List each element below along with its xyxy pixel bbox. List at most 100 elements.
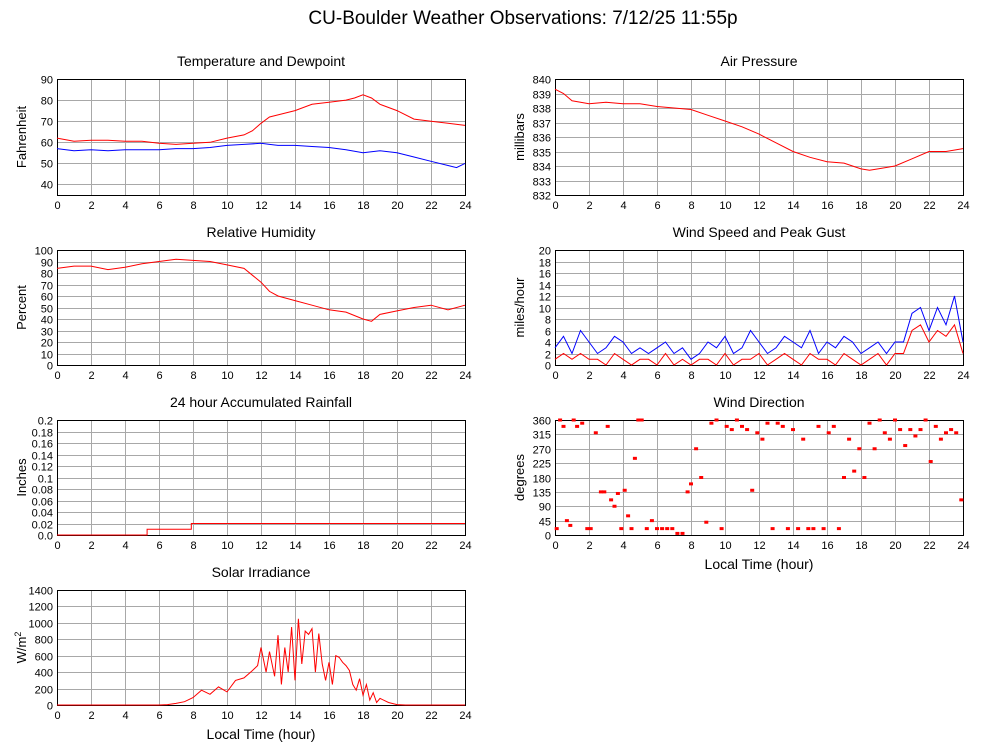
- solar-xtick-label: 6: [156, 710, 162, 722]
- solar-ylabel-superscript: 2: [13, 632, 23, 637]
- humidity-xtick-label: 4: [122, 370, 128, 382]
- temperature-xtick-label: 2: [88, 200, 94, 212]
- pressure-ytick-label: 840: [533, 75, 551, 87]
- rainfall-ytick-label: 0.16: [32, 439, 53, 451]
- wind-direction-point: [785, 527, 790, 531]
- solar-xtick-label: 4: [122, 710, 128, 722]
- wind-direction-point: [821, 527, 826, 531]
- solar-ytick-label: 1400: [29, 586, 53, 598]
- humidity-ytick-label: 70: [41, 281, 53, 293]
- wind-direction-point: [626, 514, 631, 518]
- wind-direction-xtick-label: 20: [889, 540, 901, 552]
- humidity-ytick-label: 10: [41, 350, 53, 362]
- wind-direction-point: [816, 424, 821, 428]
- wind-direction-plot-frame: [555, 420, 964, 536]
- wind-speed-title: Wind Speed and Peak Gust: [673, 224, 846, 240]
- pressure-xtick-label: 16: [821, 200, 833, 212]
- solar-ytick-label: 1200: [29, 602, 53, 614]
- solar-xlabel: Local Time (hour): [207, 726, 316, 742]
- rainfall-title: 24 hour Accumulated Rainfall: [170, 394, 352, 410]
- wind-direction-point: [558, 418, 563, 422]
- wind-direction-xtick-label: 24: [957, 540, 969, 552]
- pressure-xtick-label: 22: [923, 200, 935, 212]
- wind-direction-point: [826, 431, 831, 435]
- wind-speed-ytick-label: 16: [539, 269, 551, 281]
- temperature-ytick-label: 50: [41, 159, 53, 171]
- rainfall-xtick-label: 4: [122, 540, 128, 552]
- temperature-plot-frame: [57, 79, 466, 196]
- humidity-xtick-label: 20: [391, 370, 403, 382]
- rainfall-xtick-label: 10: [221, 540, 233, 552]
- pressure-xtick-label: 6: [654, 200, 660, 212]
- temperature-xtick-label: 14: [289, 200, 301, 212]
- wind-direction-point: [615, 491, 620, 495]
- wind-speed-xtick-label: 12: [753, 370, 765, 382]
- temperature-xtick-label: 18: [357, 200, 369, 212]
- wind-direction-point: [745, 428, 750, 432]
- temperature-ytick-label: 40: [41, 180, 53, 192]
- pressure-ytick-label: 834: [533, 162, 551, 174]
- temperature-ytick-label: 70: [41, 117, 53, 129]
- wind-direction-point: [923, 418, 928, 422]
- wind-direction-point: [571, 418, 576, 422]
- solar-title: Solar Irradiance: [212, 564, 311, 580]
- wind-direction-point: [605, 424, 610, 428]
- rainfall-xtick-label: 24: [459, 540, 471, 552]
- pressure-ytick-label: 838: [533, 104, 551, 116]
- pressure-xtick-label: 20: [889, 200, 901, 212]
- wind-direction-point: [612, 504, 617, 508]
- pressure-ytick-label: 837: [533, 119, 551, 131]
- solar-xtick-label: 14: [289, 710, 301, 722]
- wind-speed-xtick-label: 2: [586, 370, 592, 382]
- solar-xtick-label: 8: [190, 710, 196, 722]
- wind-speed-ylabel: miles/hour: [512, 277, 527, 338]
- solar-ytick-label: 1000: [29, 619, 53, 631]
- humidity-xtick-label: 24: [459, 370, 471, 382]
- wind-direction-point: [801, 437, 806, 441]
- humidity-xtick-label: 22: [425, 370, 437, 382]
- rainfall-xtick-label: 12: [255, 540, 267, 552]
- wind-speed-ytick-label: 4: [545, 338, 551, 350]
- temperature-xtick-label: 8: [190, 200, 196, 212]
- wind-direction-ytick-label: 45: [539, 517, 551, 529]
- wind-direction-point: [609, 498, 614, 502]
- wind-direction-point: [831, 424, 836, 428]
- wind-direction-point: [780, 424, 785, 428]
- temperature-series-2: [56, 142, 466, 169]
- humidity-xtick-label: 6: [156, 370, 162, 382]
- solar-xtick-label: 2: [88, 710, 94, 722]
- pressure-plot-frame: [555, 79, 964, 196]
- wind-direction-ytick-label: 270: [533, 445, 551, 457]
- humidity-ytick-label: 60: [41, 292, 53, 304]
- rainfall-ylabel: Inches: [14, 458, 29, 497]
- wind-direction-point: [709, 421, 714, 425]
- rainfall-ytick-label: 0.1: [38, 474, 53, 486]
- wind-speed-xtick-label: 14: [787, 370, 799, 382]
- wind-direction-point: [887, 437, 892, 441]
- wind-direction-point: [867, 421, 872, 425]
- wind-direction-point: [760, 437, 765, 441]
- wind-speed-xtick-label: 0: [552, 370, 558, 382]
- wind-speed-xtick-label: 16: [821, 370, 833, 382]
- pressure-xtick-label: 4: [620, 200, 626, 212]
- wind-direction-point: [729, 428, 734, 432]
- temperature-xtick-label: 16: [323, 200, 335, 212]
- wind-direction-point: [842, 476, 846, 479]
- temperature-xtick-label: 0: [54, 200, 60, 212]
- solar-xtick-label: 10: [221, 710, 233, 722]
- wind-direction-point: [740, 424, 744, 428]
- wind-direction-ytick-label: 225: [533, 459, 551, 471]
- pressure-xtick-label: 14: [787, 200, 799, 212]
- wind-direction-point: [575, 424, 580, 428]
- pressure-ytick-label: 832: [533, 191, 551, 203]
- wind-speed-ytick-label: 2: [545, 350, 551, 362]
- humidity-xtick-label: 12: [255, 370, 267, 382]
- solar-ylabel: W/m2: [13, 632, 29, 664]
- solar-xtick-label: 22: [425, 710, 437, 722]
- wind-speed-ytick-label: 12: [539, 292, 551, 304]
